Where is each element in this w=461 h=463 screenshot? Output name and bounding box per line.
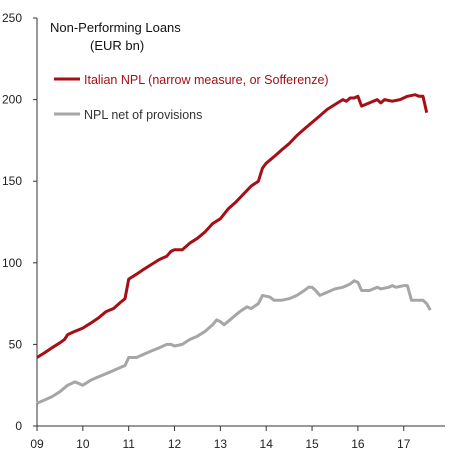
x-tick-label: 09 [30,437,44,451]
axes [36,18,445,427]
chart-title-line1: Non-Performing Loans [50,20,181,35]
y-tick-label: 50 [9,337,23,351]
x-tick-label: 13 [214,437,228,451]
x-tick-label: 17 [397,437,411,451]
series-layer [36,93,432,405]
y-tick-label: 200 [2,93,22,107]
y-tick-label: 0 [15,419,22,433]
legend-label-italian-npl: Italian NPL (narrow measure, or Sofferen… [84,73,329,87]
x-tick-label: 16 [351,437,365,451]
x-tick-label: 14 [260,437,274,451]
x-tick-label: 10 [76,437,90,451]
legend-label-npl-net: NPL net of provisions [84,108,202,122]
y-tick-label: 250 [2,11,22,25]
chart-title-line2: (EUR bn) [90,38,144,53]
x-tick-label: 15 [305,437,319,451]
y-tick-label: 150 [2,174,22,188]
legend: Italian NPL (narrow measure, or Sofferen… [54,73,329,122]
series-line-npl-net [36,279,432,405]
x-ticks: 09 10 11 12 13 14 15 16 17 [30,426,411,451]
series-line-italian-npl [36,93,429,359]
y-ticks: 0 50 100 150 200 250 [2,11,37,433]
x-tick-label: 11 [122,437,135,451]
y-tick-label: 100 [2,256,22,270]
x-tick-label: 12 [168,437,182,451]
